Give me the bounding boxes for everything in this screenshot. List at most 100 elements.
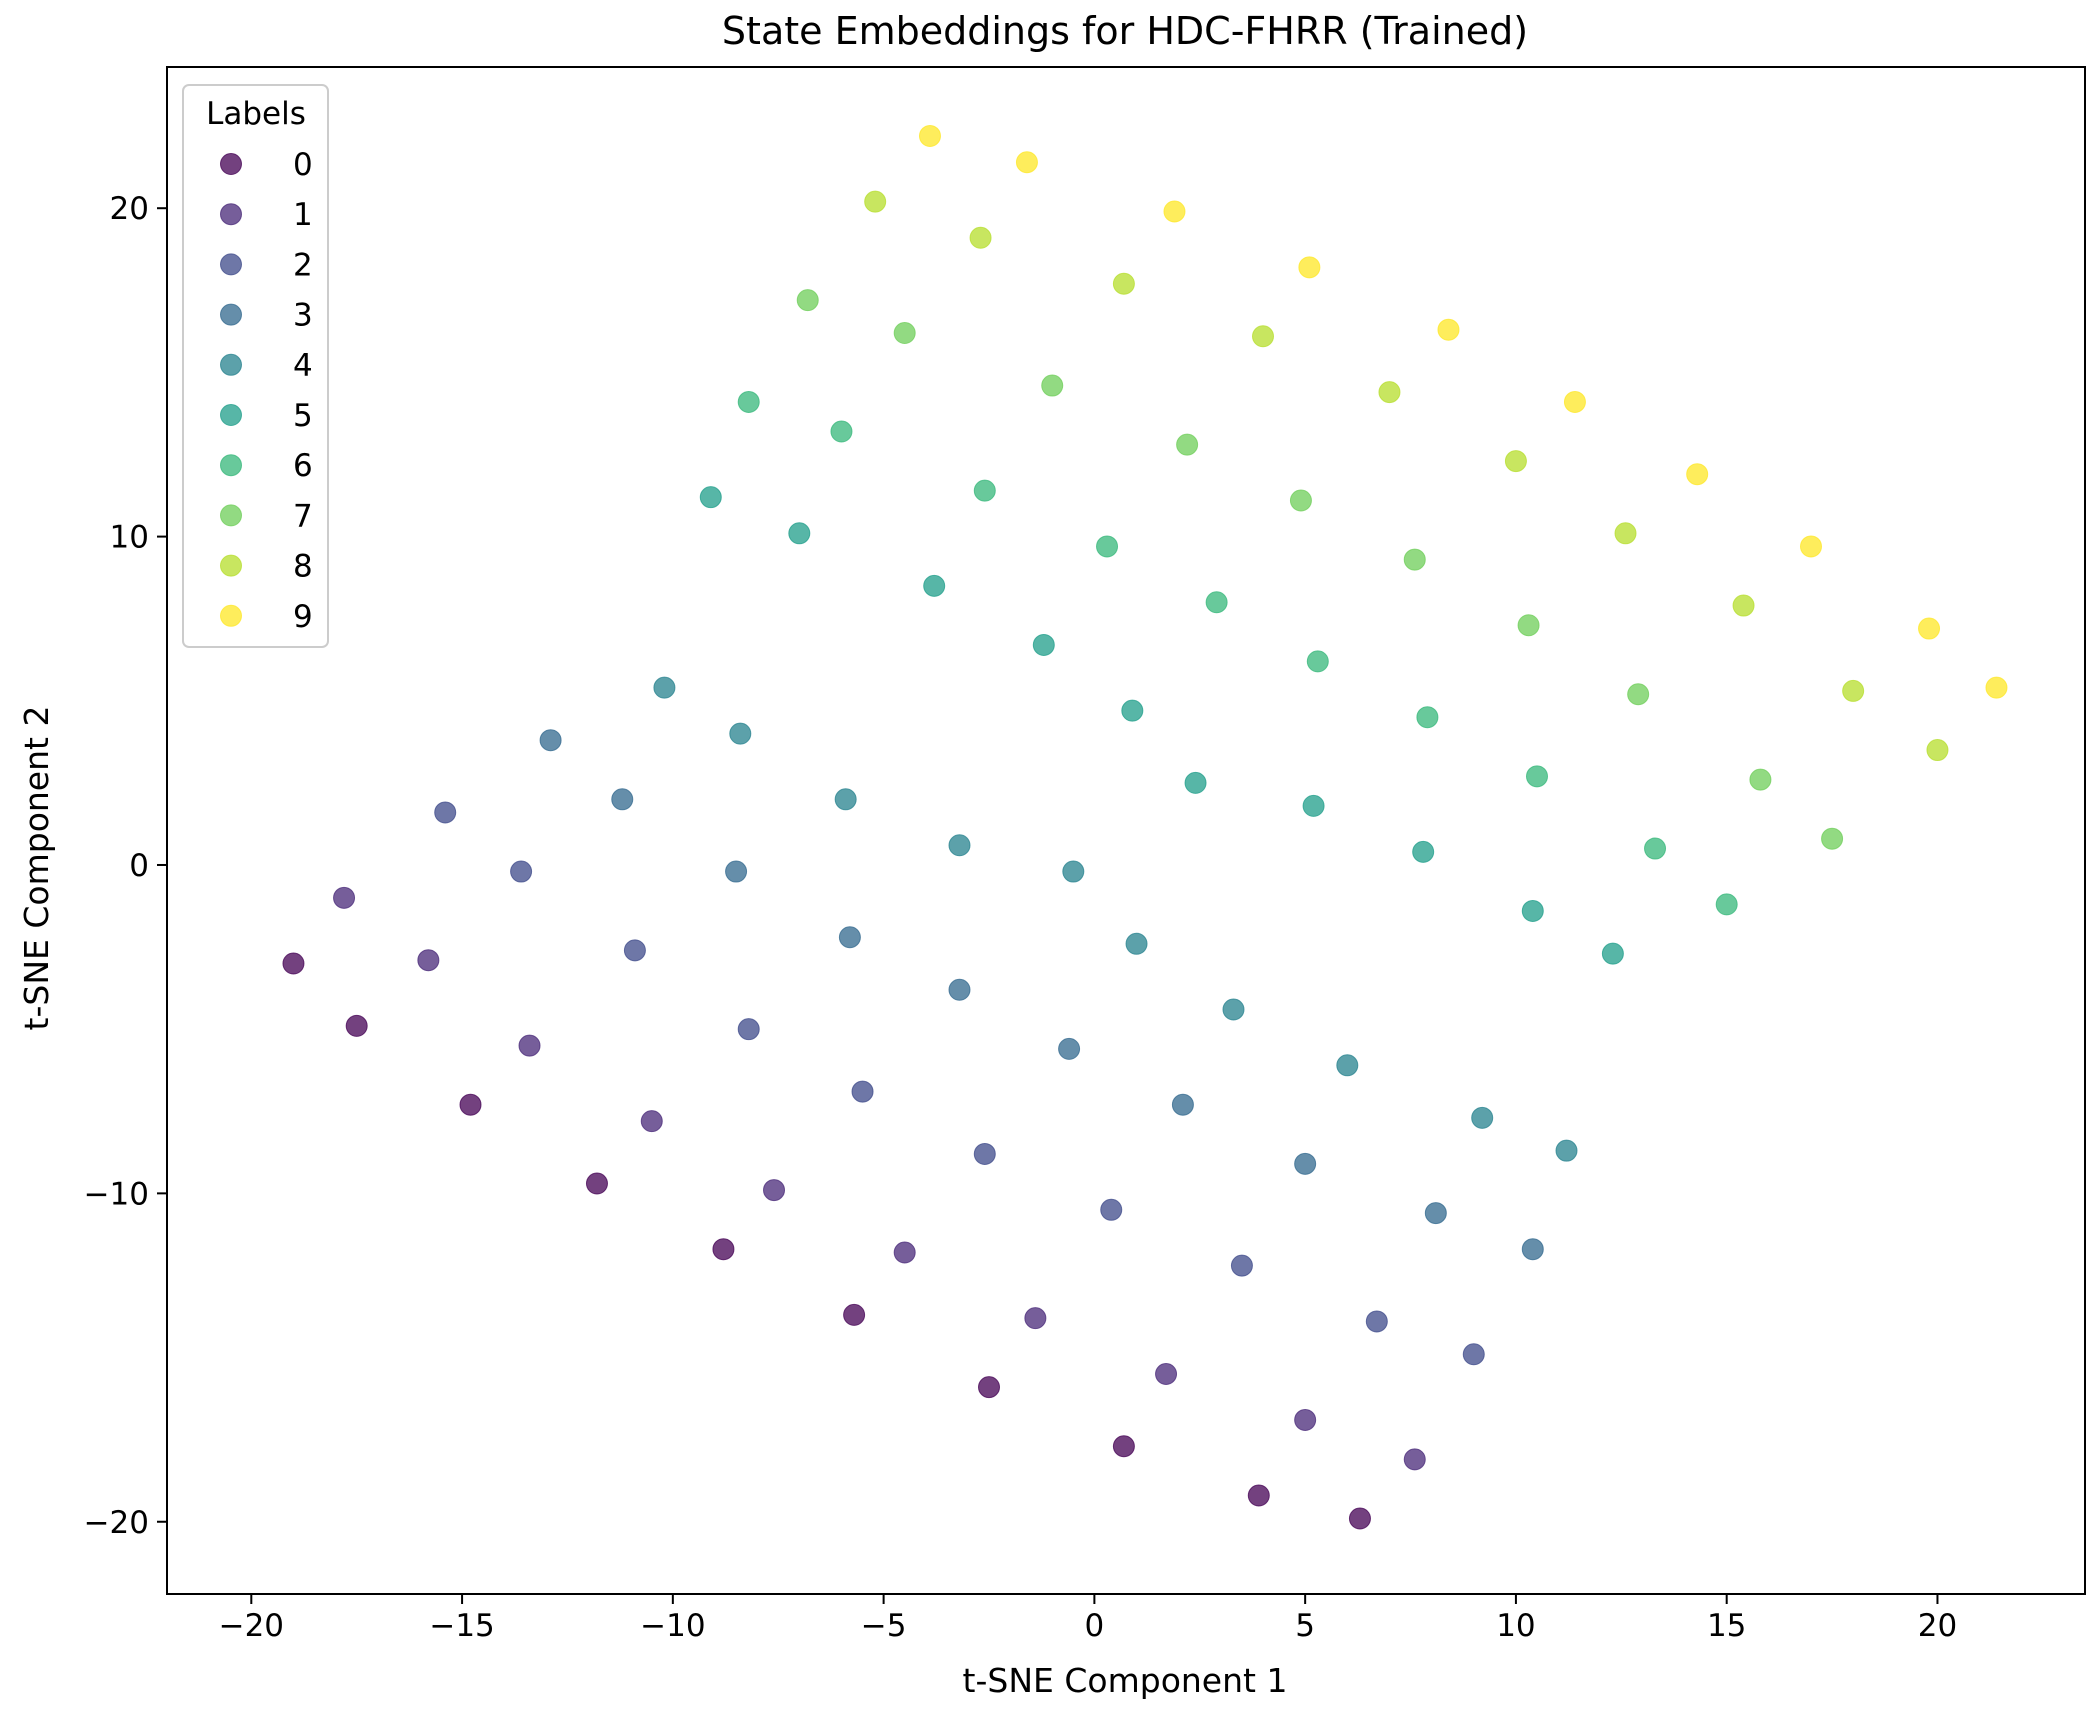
legend-label: 4	[293, 348, 313, 384]
scatter-point-label-1	[1155, 1362, 1178, 1385]
scatter-point-label-0	[843, 1303, 866, 1326]
scatter-point-label-2	[1462, 1343, 1485, 1366]
x-tick-label: −10	[640, 1608, 705, 1644]
scatter-point-label-7	[893, 321, 916, 344]
scatter-point-label-4	[1222, 998, 1245, 1021]
scatter-point-label-9	[1800, 535, 1822, 558]
legend-label: 7	[293, 498, 313, 534]
scatter-point-label-3	[725, 860, 748, 883]
scatter-point-label-3	[1521, 1238, 1544, 1261]
scatter-point-label-5	[1521, 899, 1544, 922]
scatter-point-label-7	[1176, 433, 1199, 456]
x-tick-label: −20	[219, 1608, 284, 1644]
x-tick-label: 20	[1918, 1608, 1957, 1644]
y-tick-label: −20	[84, 1505, 149, 1541]
scatter-point-label-4	[653, 676, 676, 699]
x-axis: −20 −15 −10 −5 0 5 10 15 20	[219, 1594, 1957, 1644]
legend-label: 8	[293, 549, 313, 585]
scatter-point-label-1	[640, 1110, 663, 1133]
scatter-point-label-7	[1403, 548, 1426, 571]
legend-marker-0	[220, 153, 242, 175]
legend-label: 0	[293, 147, 313, 183]
y-axis-label: t-SNE Component 2	[17, 706, 56, 1031]
scatter-point-label-0	[282, 952, 305, 975]
scatter-point-label-9	[1015, 151, 1038, 174]
legend-label: 3	[293, 298, 313, 334]
scatter-point-label-5	[1121, 699, 1144, 722]
x-tick-label: −15	[429, 1608, 494, 1644]
scatter-point-label-3	[1171, 1093, 1194, 1116]
y-tick-label: 10	[110, 520, 149, 556]
scatter-point-label-8	[1252, 325, 1274, 348]
scatter-point-label-7	[1041, 374, 1064, 397]
scatter-point-label-1	[417, 949, 440, 972]
scatter-point-label-6	[1715, 893, 1738, 916]
legend-label: 2	[293, 247, 313, 283]
scatter-point-label-9	[1163, 200, 1186, 223]
scatter-point-label-5	[1601, 942, 1624, 965]
scatter-point-label-4	[948, 834, 971, 857]
scatter-point-label-2	[737, 1018, 760, 1041]
legend-marker-8	[220, 554, 242, 577]
scatter-point-label-0	[1112, 1435, 1135, 1458]
scatter-point-label-2	[623, 939, 646, 962]
scatter-point-label-3	[539, 729, 562, 752]
scatter-point-label-8	[1504, 450, 1527, 473]
scatter-point-label-4	[834, 788, 857, 811]
scatter-point-label-0	[978, 1376, 1000, 1399]
scatter-point-label-5	[1032, 633, 1055, 656]
scatter-point-label-8	[1614, 522, 1637, 545]
legend-marker-1	[220, 203, 242, 226]
scatter-point-label-8	[1378, 381, 1401, 404]
scatter-point-label-1	[518, 1034, 541, 1057]
scatter-point-label-4	[1336, 1054, 1359, 1077]
scatter-point-label-3	[948, 978, 971, 1001]
legend-label: 9	[293, 599, 313, 635]
chart-title: State Embeddings for HDC-FHRR (Trained)	[722, 9, 1528, 53]
legend-marker-4	[220, 353, 242, 376]
legend-marker-3	[220, 303, 242, 326]
scatter-point-label-5	[1184, 771, 1207, 794]
x-tick-label: 5	[1295, 1608, 1315, 1644]
scatter-point-label-4	[1125, 932, 1148, 955]
scatter-point-label-3	[838, 926, 861, 949]
scatter-point-label-2	[510, 860, 533, 883]
scatter-point-label-6	[1526, 765, 1548, 788]
scatter-point-label-7	[1289, 489, 1312, 512]
scatter-point-label-9	[1437, 318, 1460, 341]
scatter-point-label-5	[923, 574, 946, 597]
scatter-point-label-1	[1403, 1448, 1426, 1471]
scatter-point-label-2	[851, 1080, 874, 1103]
scatter-point-label-7	[1749, 768, 1772, 791]
scatter-point-label-0	[459, 1093, 482, 1116]
scatter-point-label-8	[1112, 272, 1135, 295]
scatter-point-label-0	[345, 1014, 368, 1037]
scatter-point-label-4	[1471, 1106, 1494, 1129]
scatter-point-label-8	[1842, 679, 1865, 702]
scatter-point-label-6	[737, 390, 760, 413]
scatter-point-label-5	[1302, 794, 1325, 817]
scatter-point-label-8	[969, 226, 992, 249]
scatter-point-label-6	[1205, 591, 1228, 614]
scatter-point-label-3	[1058, 1037, 1081, 1060]
x-tick-label: −5	[861, 1608, 907, 1644]
legend-label: 6	[293, 448, 313, 484]
scatter-point-label-2	[973, 1142, 996, 1165]
y-tick-label: 20	[110, 191, 149, 227]
scatter-point-label-6	[1096, 535, 1119, 558]
scatter-point-label-6	[1644, 837, 1667, 860]
legend-label: 1	[293, 197, 313, 233]
scatter-point-label-1	[763, 1179, 786, 1202]
legend-title: Labels	[206, 96, 306, 132]
scatter-point-label-2	[1230, 1254, 1253, 1277]
legend-marker-7	[220, 504, 242, 527]
scatter-point-label-0	[1348, 1507, 1371, 1530]
scatter-point-label-9	[1985, 676, 2008, 699]
scatter-point-label-6	[973, 479, 996, 502]
scatter-point-label-6	[830, 420, 853, 443]
legend-marker-9	[220, 604, 242, 627]
scatter-point-label-9	[1918, 617, 1941, 640]
legend-box	[182, 84, 329, 648]
legend: Labels 0 1 2 3 4 5 6 7 8 9	[182, 84, 329, 648]
